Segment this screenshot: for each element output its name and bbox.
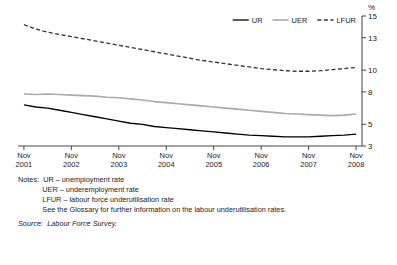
x-axis-line <box>18 146 362 147</box>
y-tick <box>362 91 366 92</box>
x-tick-label-line: 2003 <box>110 160 127 169</box>
x-tick-label-line: 2004 <box>158 160 175 169</box>
x-tick-label-line: Nov <box>255 151 269 160</box>
x-tick <box>166 146 167 150</box>
series-line <box>24 105 356 137</box>
legend-label: LFUR <box>336 16 356 25</box>
y-tick-label: 8 <box>368 88 373 97</box>
x-tick <box>213 146 214 150</box>
x-tick-label-line: 2005 <box>205 160 222 169</box>
x-tick-label-line: Nov <box>112 151 126 160</box>
y-axis-label: % <box>368 3 375 12</box>
legend-item: UR <box>233 16 263 25</box>
y-tick <box>362 16 366 17</box>
x-tick <box>23 146 24 150</box>
x-tick-label: Nov2001 <box>16 151 33 169</box>
note: UER – underemployment rate <box>18 185 139 194</box>
x-tick-label-line: Nov <box>160 151 174 160</box>
x-tick-label: Nov2004 <box>158 151 175 169</box>
x-tick-label-line: 2007 <box>300 160 317 169</box>
y-tick <box>362 37 366 38</box>
x-tick-label: Nov2008 <box>348 151 365 169</box>
x-tick <box>261 146 262 150</box>
y-tick <box>362 70 366 71</box>
y-tick-label: 3 <box>368 142 373 151</box>
x-tick-label-line: 2008 <box>348 160 365 169</box>
x-tick-label-line: Nov <box>349 151 363 160</box>
y-tick-label: 15 <box>368 12 377 21</box>
legend-label: UR <box>252 16 263 25</box>
y-axis-line <box>362 16 363 146</box>
note: See the Glossary for further information… <box>18 205 286 214</box>
legend-label: UER <box>292 16 308 25</box>
legend-swatch <box>317 19 333 20</box>
x-tick-label-line: 2006 <box>253 160 270 169</box>
legend-swatch <box>233 19 249 20</box>
legend: UR UER LFUR <box>233 16 357 25</box>
x-tick-label-line: Nov <box>302 151 316 160</box>
x-tick-label: Nov2003 <box>110 151 127 169</box>
x-tick-label-line: 2001 <box>16 160 33 169</box>
y-tick-label: 13 <box>368 34 377 43</box>
series-line <box>24 94 356 116</box>
series-line <box>24 25 356 72</box>
y-tick-label: 5 <box>368 120 373 129</box>
x-tick-label: Nov2006 <box>253 151 270 169</box>
note: Notes: UR – unemployment rate <box>18 175 124 184</box>
x-tick-label: Nov2007 <box>300 151 317 169</box>
x-tick-label: Nov2002 <box>63 151 80 169</box>
x-tick <box>118 146 119 150</box>
x-tick-label: Nov2005 <box>205 151 222 169</box>
x-tick <box>356 146 357 150</box>
legend-swatch <box>273 19 289 21</box>
legend-item: UER <box>273 16 308 25</box>
x-tick-label-line: Nov <box>207 151 221 160</box>
chart: 358101315%Nov2001Nov2002Nov2003Nov2004No… <box>0 0 397 265</box>
x-tick-label-line: Nov <box>17 151 31 160</box>
y-tick-label: 10 <box>368 66 377 75</box>
source-note: Source: Labour Force Survey. <box>18 219 117 228</box>
y-tick <box>362 146 366 147</box>
x-tick <box>308 146 309 150</box>
legend-item: LFUR <box>317 16 356 25</box>
plot-lines <box>24 25 356 137</box>
y-tick <box>362 124 366 125</box>
x-tick-label-line: Nov <box>65 151 79 160</box>
note: LFUR – labour force underutilisation rat… <box>18 195 174 204</box>
x-tick-label-line: 2002 <box>63 160 80 169</box>
x-tick <box>71 146 72 150</box>
